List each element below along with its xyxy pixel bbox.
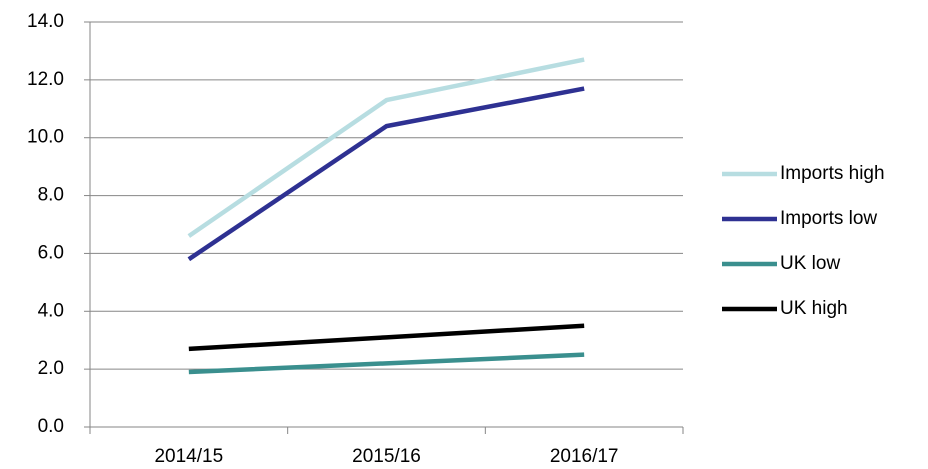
y-tick-label: 12.0 — [27, 69, 64, 90]
y-tick-label: 14.0 — [27, 11, 64, 32]
y-tick-label: 2.0 — [38, 358, 64, 379]
y-tick-label: 8.0 — [38, 185, 64, 206]
data-line — [187, 57, 585, 238]
legend-label: Imports low — [780, 208, 877, 229]
data-line — [187, 86, 585, 262]
y-tick-label: 10.0 — [27, 127, 64, 148]
y-tick-label: 4.0 — [38, 300, 64, 321]
x-tick-label: 2014/15 — [154, 446, 223, 467]
x-tick-label: 2015/16 — [352, 446, 421, 467]
data-line — [188, 352, 585, 375]
legend-label: UK high — [780, 298, 848, 319]
data-line — [188, 323, 585, 352]
legend-label: UK low — [780, 253, 840, 274]
x-tick-label: 2016/17 — [550, 446, 619, 467]
legend-label: Imports high — [780, 163, 885, 184]
y-tick-label: 0.0 — [38, 416, 64, 437]
y-tick-label: 6.0 — [38, 242, 64, 263]
